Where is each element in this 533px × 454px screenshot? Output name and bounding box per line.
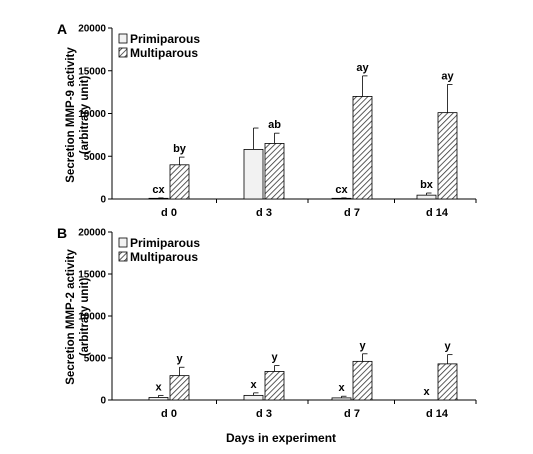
legend-label-primiparous: Primiparous [130, 32, 200, 46]
bar-primiparous [331, 197, 352, 200]
bar-primiparous [148, 397, 169, 401]
y-tick-label: 10000 [78, 312, 106, 323]
y-axis-title: Secretion MMP-2 activity (arbitrary unit) [65, 249, 91, 385]
data-label: ay [356, 62, 369, 74]
legend-label-primiparous: Primiparous [130, 236, 200, 250]
x-tick-label: d 7 [344, 408, 360, 420]
data-label: y [271, 352, 278, 364]
bar-primiparous [243, 149, 264, 200]
legend-swatch-primiparous [118, 33, 128, 44]
bar-primiparous [331, 397, 352, 401]
x-tick-label: d 7 [344, 207, 360, 219]
bar-multiparous [437, 363, 458, 401]
legend-swatch-primiparous [118, 237, 128, 248]
x-tick-label: d 3 [256, 207, 272, 219]
data-label: cx [335, 184, 348, 196]
panel-label: B [57, 225, 67, 241]
data-label: x [423, 386, 430, 398]
bar-primiparous [416, 194, 437, 200]
data-label: ay [441, 70, 454, 82]
y-tick-label: 10000 [78, 109, 106, 120]
data-label: y [176, 353, 183, 365]
bar-primiparous [243, 394, 264, 401]
data-label: ab [268, 119, 281, 131]
x-tick-label: d 3 [256, 408, 272, 420]
chart-panel-B: B Secretion MMP-2 activity (arbitrary unit… [57, 225, 477, 420]
legend-swatch-multiparous [118, 47, 128, 58]
x-axis-title: Days in experiment [226, 431, 336, 445]
panel-label: A [57, 21, 67, 37]
y-tick-label: 5000 [84, 152, 107, 163]
chart-panel-A: A Secretion MMP-9 activity (arbitrary unit… [57, 21, 477, 219]
data-label: x [250, 379, 257, 391]
y-axis-title-line: (arbitrary unit) [79, 76, 91, 155]
y-tick-label: 0 [100, 396, 106, 407]
bar-multiparous [264, 143, 285, 200]
data-label: x [338, 382, 345, 394]
bar-multiparous [352, 96, 373, 200]
y-axis-title-line: Secretion MMP-9 activity [65, 47, 77, 183]
y-tick-label: 20000 [78, 228, 106, 239]
y-tick-label: 0 [100, 195, 106, 206]
legend-label-multiparous: Multiparous [130, 46, 198, 60]
x-tick-label: d 14 [426, 207, 449, 219]
y-tick-label: 5000 [84, 354, 107, 365]
y-axis-title: Secretion MMP-9 activity (arbitrary unit) [65, 47, 91, 183]
y-tick-label: 15000 [78, 66, 106, 77]
bar-multiparous [437, 112, 458, 200]
bar-multiparous [352, 360, 373, 401]
data-label: bx [420, 179, 434, 191]
bar-multiparous [169, 164, 190, 200]
y-tick-label: 15000 [78, 270, 106, 281]
bar-primiparous [148, 197, 169, 200]
data-label: y [444, 341, 451, 353]
x-tick-label: d 0 [161, 207, 177, 219]
x-tick-label: d 0 [161, 408, 177, 420]
legend-swatch-multiparous [118, 251, 128, 262]
y-tick-label: 20000 [78, 24, 106, 35]
legend-label-multiparous: Multiparous [130, 250, 198, 264]
x-tick-label: d 14 [426, 408, 449, 420]
data-label: by [173, 143, 187, 155]
y-axis-title-line: Secretion MMP-2 activity [65, 249, 77, 385]
data-label: x [155, 381, 162, 393]
data-label: y [359, 340, 366, 352]
bar-multiparous [169, 375, 190, 401]
bar-multiparous [264, 371, 285, 401]
y-axis-title-line: (arbitrary unit) [79, 278, 91, 357]
data-label: cx [152, 184, 165, 196]
